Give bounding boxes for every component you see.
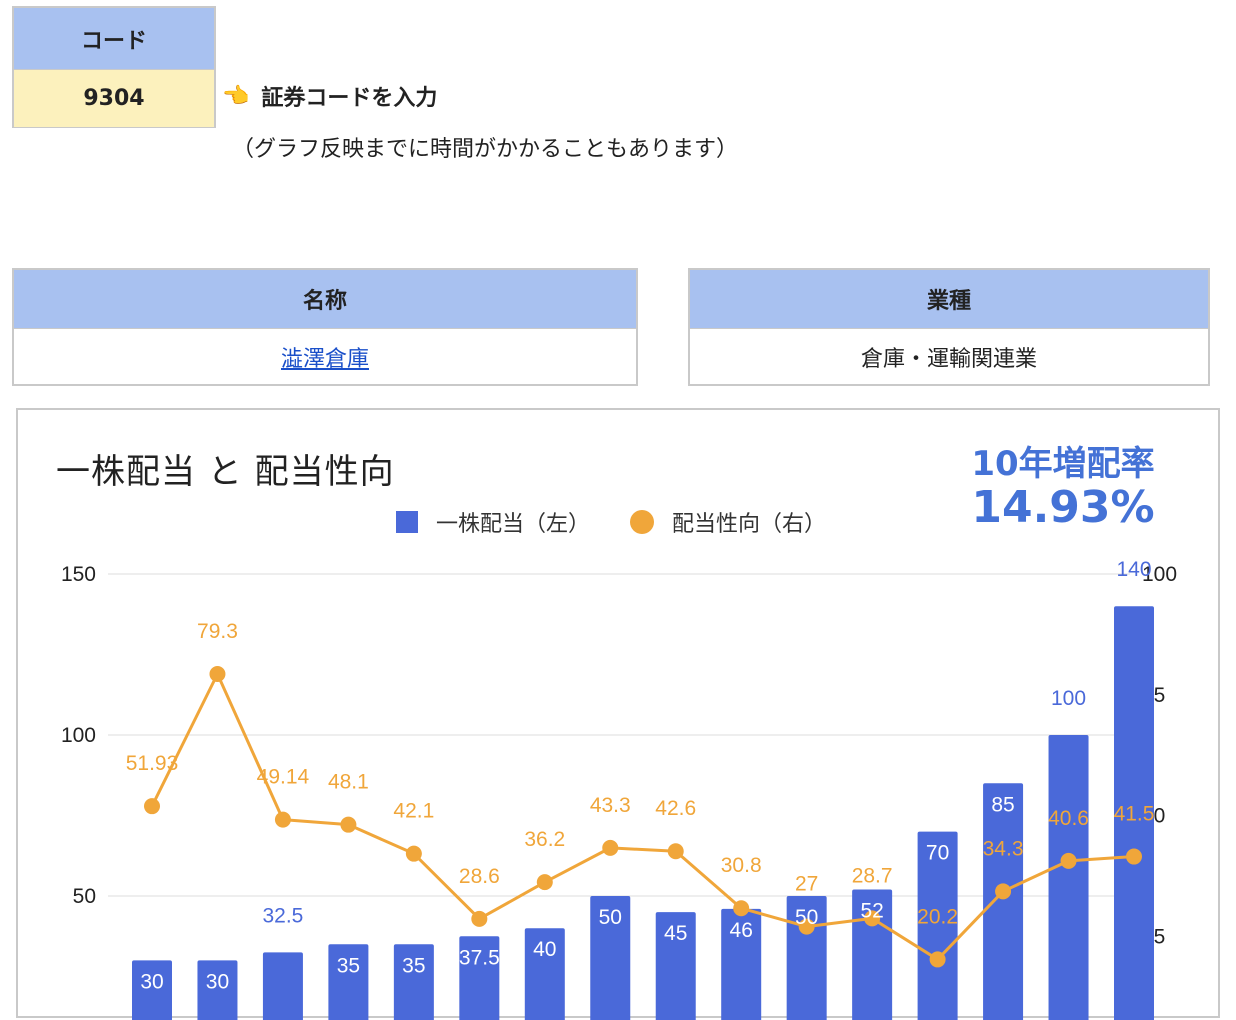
- payout-label: 36.2: [524, 828, 565, 851]
- payout-point: [1060, 852, 1077, 869]
- payout-point: [1126, 848, 1142, 865]
- y-left-tick: 100: [61, 724, 96, 747]
- pointing-hand-icon: 👈: [222, 83, 250, 109]
- code-hint: 👈 証券コードを入力: [222, 80, 437, 112]
- payout-point: [340, 816, 357, 833]
- payout-line: [150, 672, 1135, 961]
- chart-legend: 一株配当（左） 配当性向（右）: [396, 506, 866, 538]
- payout-point: [144, 798, 160, 815]
- payout-point: [209, 665, 226, 682]
- legend-label-payout: 配当性向（右）: [672, 512, 827, 537]
- code-hint-text: 証券コードを入力: [261, 86, 438, 111]
- legend-swatch-dividend: [396, 511, 418, 533]
- payout-label: 43.3: [590, 794, 631, 817]
- sector-value: 倉庫・運輸関連業: [860, 347, 1037, 372]
- dividend-label: 40: [533, 938, 556, 961]
- dividend-label: 35: [337, 954, 360, 977]
- payout-point: [995, 883, 1012, 900]
- dividend-label: 52: [860, 900, 883, 923]
- legend-item-dividend[interactable]: 一株配当（左）: [396, 506, 590, 538]
- loading-note: （グラフ反映までに時間がかかることもあります）: [232, 137, 739, 162]
- dividend-label: 50: [795, 906, 818, 929]
- code-input[interactable]: 9304: [14, 70, 214, 127]
- dividend-label: 30: [206, 970, 229, 993]
- company-name-box: 名称 澁澤倉庫: [12, 268, 638, 386]
- dividend-label: 100: [1051, 687, 1086, 710]
- y-left-tick: 150: [61, 563, 96, 586]
- dividend-bar: [655, 912, 696, 1020]
- payout-label: 79.3: [197, 620, 238, 643]
- chart-title: 一株配当 と 配当性向: [56, 452, 395, 492]
- payout-label: 48.1: [328, 771, 369, 794]
- dividend-label: 35: [402, 954, 425, 977]
- payout-point: [274, 811, 291, 828]
- dividend-bar: [590, 896, 631, 1020]
- dividend-bar: [524, 928, 565, 1020]
- payout-label: 28.7: [852, 864, 893, 887]
- payout-point: [798, 918, 815, 935]
- payout-label: 27: [795, 873, 818, 896]
- dividend-bar: [1048, 735, 1089, 1020]
- payout-label: 34.3: [983, 837, 1024, 860]
- legend-item-payout[interactable]: 配当性向（右）: [630, 506, 826, 538]
- payout-point: [602, 839, 619, 856]
- dividend-label: 50: [599, 906, 622, 929]
- dividend-bar: [328, 944, 369, 1020]
- payout-label: 51.93: [126, 752, 179, 775]
- dividend-chart-panel: 15010050100755025303032.5353537.54050454…: [16, 408, 1220, 1020]
- payout-point: [405, 845, 422, 862]
- payout-point: [536, 874, 553, 891]
- company-name-header: 名称: [14, 270, 636, 329]
- payout-label: 30.8: [721, 854, 762, 877]
- legend-swatch-payout: [630, 510, 655, 534]
- dividend-bar: [393, 944, 434, 1020]
- dividend-label: 30: [140, 970, 163, 993]
- payout-label: 20.2: [917, 905, 958, 928]
- dividend-bar: [197, 960, 238, 1020]
- dividend-bar: [1114, 606, 1154, 1020]
- payout-label: 40.6: [1048, 807, 1089, 830]
- y-left-tick: 50: [73, 885, 96, 908]
- company-name-link[interactable]: 澁澤倉庫: [280, 347, 369, 372]
- dividend-label: 32.5: [262, 904, 303, 927]
- dividend-bar: [262, 952, 303, 1020]
- payout-label: 28.6: [459, 865, 500, 888]
- dividend-label: 37.5: [459, 946, 500, 969]
- payout-point: [864, 910, 881, 927]
- legend-label-dividend: 一株配当（左）: [436, 512, 591, 537]
- y-right-tick: 100: [1142, 563, 1177, 586]
- payout-point: [733, 900, 750, 917]
- payout-label: 42.1: [393, 800, 434, 823]
- dividend-label: 46: [730, 919, 753, 942]
- payout-label: 49.14: [257, 766, 310, 789]
- dividend-bar: [983, 783, 1024, 1020]
- payout-point: [471, 910, 488, 927]
- payout-label: 41.5: [1114, 803, 1155, 826]
- dividend-bar: [917, 831, 958, 1020]
- payout-point: [667, 843, 684, 860]
- payout-label: 42.6: [655, 797, 696, 820]
- dividend-bar: [459, 936, 500, 1020]
- dividend-bar: [132, 960, 172, 1020]
- sector-box: 業種 倉庫・運輸関連業: [688, 268, 1210, 386]
- dividend-bar: [721, 908, 762, 1020]
- sector-header: 業種: [690, 270, 1208, 329]
- payout-point: [929, 951, 946, 968]
- dividend-chart: 15010050100755025303032.5353537.54050454…: [61, 558, 1177, 1020]
- dividend-bar: [852, 889, 893, 1020]
- dividend-label: 85: [991, 793, 1014, 816]
- growth-rate-value: 14.93%: [971, 482, 1155, 533]
- code-header: コード: [14, 8, 214, 70]
- dividend-label: 70: [926, 842, 949, 865]
- dividend-label: 140: [1116, 558, 1151, 581]
- dividend-bar: [786, 896, 827, 1020]
- dividend-label: 45: [664, 922, 687, 945]
- growth-rate-label: 10年増配率: [971, 444, 1155, 484]
- code-box: コード 9304: [12, 6, 216, 128]
